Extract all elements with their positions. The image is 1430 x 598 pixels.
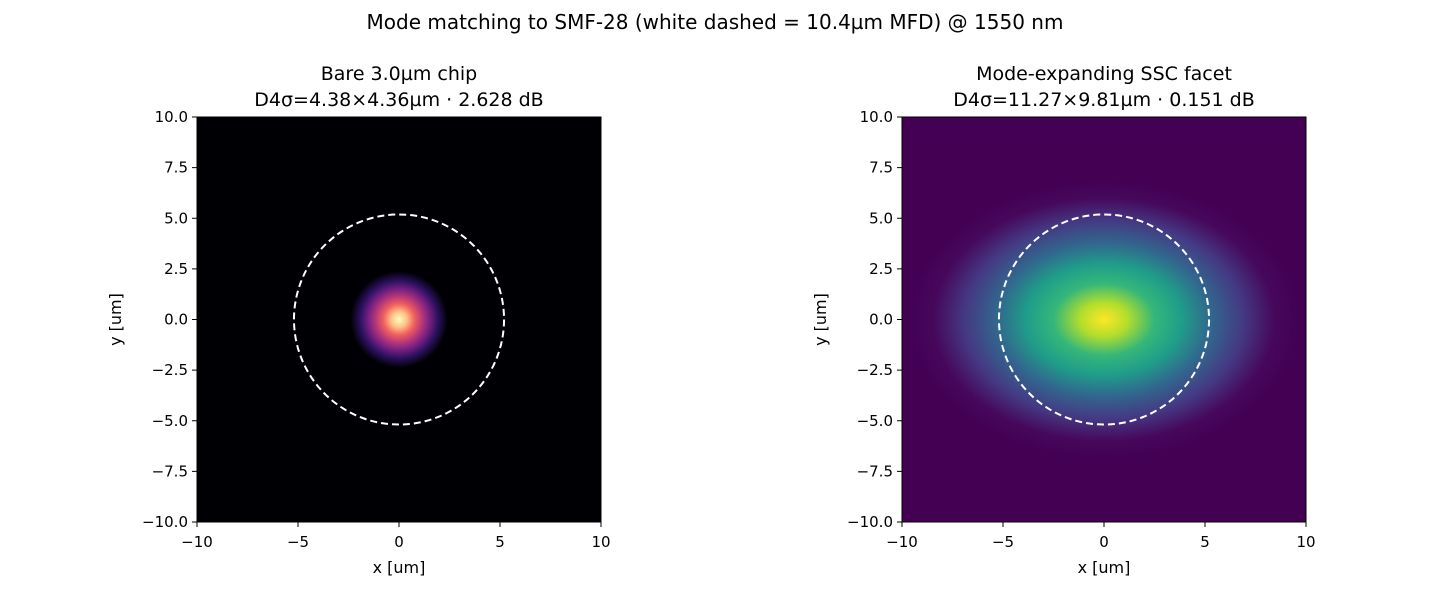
x-axis-label: x [um] xyxy=(1078,558,1131,577)
panel-title-line2: D4σ=11.27×9.81µm · 0.151 dB xyxy=(953,89,1255,111)
x-tick-label: −5 xyxy=(287,533,309,551)
x-axis-label: x [um] xyxy=(373,558,426,577)
panel-title-line1: Bare 3.0µm chip xyxy=(321,63,477,85)
x-tick-label: −5 xyxy=(992,533,1014,551)
y-tick-label: −5.0 xyxy=(857,412,893,430)
y-tick-label: 5.0 xyxy=(164,209,188,227)
y-tick-label: −2.5 xyxy=(857,361,893,379)
x-tick-label: 10 xyxy=(591,533,610,551)
y-tick-label: 2.5 xyxy=(869,260,893,278)
y-tick-label: 5.0 xyxy=(869,209,893,227)
x-tick-label: 0 xyxy=(1099,533,1109,551)
y-tick-label: −2.5 xyxy=(152,361,188,379)
y-tick-label: 10.0 xyxy=(860,108,893,126)
x-tick-label: 5 xyxy=(495,533,505,551)
y-tick-label: 0.0 xyxy=(869,311,893,329)
panel-title-line2: D4σ=4.38×4.36µm · 2.628 dB xyxy=(254,89,543,111)
fiber-mfd-circle xyxy=(997,213,1211,426)
y-tick-label: −7.5 xyxy=(857,462,893,480)
y-tick-label: −10.0 xyxy=(142,513,188,531)
x-tick-label: 5 xyxy=(1200,533,1210,551)
y-axis-label: y [um] xyxy=(811,293,830,346)
panel-bare-chip: Bare 3.0µm chip D4σ=4.38×4.36µm · 2.628 … xyxy=(106,63,611,577)
y-tick-label: 0.0 xyxy=(164,311,188,329)
y-tick-label: −5.0 xyxy=(152,412,188,430)
panel-ssc-facet: Mode-expanding SSC facet D4σ=11.27×9.81µ… xyxy=(811,63,1316,577)
panel-title-line1: Mode-expanding SSC facet xyxy=(976,63,1232,85)
x-tick-label: −10 xyxy=(886,533,918,551)
y-tick-label: 2.5 xyxy=(164,260,188,278)
mode-intensity-spot xyxy=(350,271,448,368)
x-tick-label: 0 xyxy=(394,533,404,551)
y-tick-label: 7.5 xyxy=(869,159,893,177)
y-tick-label: 10.0 xyxy=(155,108,188,126)
y-axis-ticks: 10.0 7.5 5.0 2.5 0.0 −2.5 −5.0 −7.5 −10.0 xyxy=(847,108,902,531)
x-axis-ticks: −10 −5 0 5 10 xyxy=(886,522,1316,551)
x-tick-label: 10 xyxy=(1296,533,1315,551)
y-tick-label: −10.0 xyxy=(847,513,893,531)
y-axis-label: y [um] xyxy=(106,293,125,346)
figure-suptitle: Mode matching to SMF-28 (white dashed = … xyxy=(367,10,1064,34)
y-tick-label: 7.5 xyxy=(164,159,188,177)
x-axis-ticks: −10 −5 0 5 10 xyxy=(181,522,611,551)
y-axis-ticks: 10.0 7.5 5.0 2.5 0.0 −2.5 −5.0 −7.5 −10.0 xyxy=(142,108,197,531)
y-tick-label: −7.5 xyxy=(152,462,188,480)
x-tick-label: −10 xyxy=(181,533,213,551)
mode-intensity-spot xyxy=(910,181,1298,458)
fiber-mfd-circle xyxy=(292,213,506,426)
